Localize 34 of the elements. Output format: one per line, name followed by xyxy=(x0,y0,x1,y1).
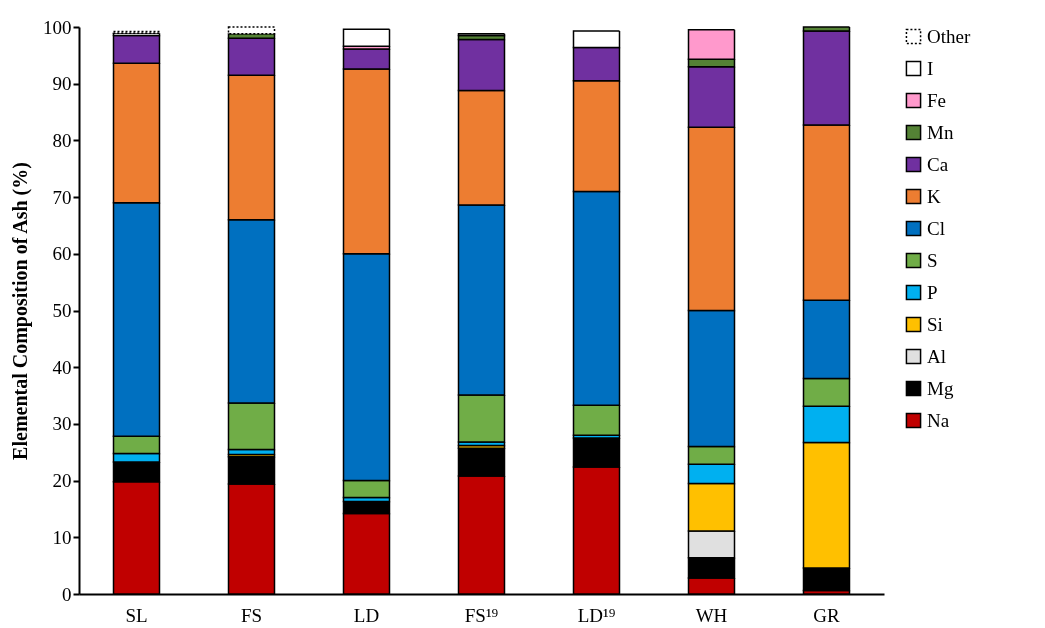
y-tick-label: 60 xyxy=(52,243,72,265)
legend-label: K xyxy=(927,185,941,207)
legend-label: S xyxy=(927,249,938,271)
legend-label: I xyxy=(927,57,934,79)
x-tick-label: SL xyxy=(125,604,148,626)
y-tick-label: 70 xyxy=(52,186,72,208)
x-tick-label: GR xyxy=(813,604,841,626)
legend-label: P xyxy=(927,281,938,303)
legend-label: Na xyxy=(927,409,950,431)
y-tick-label: 20 xyxy=(52,470,72,492)
y-tick-label: 80 xyxy=(52,129,72,151)
x-tick-label: LD¹⁹ xyxy=(577,604,616,626)
y-tick-label: 30 xyxy=(52,413,72,435)
x-tick-label: WH xyxy=(695,604,728,626)
legend-label: Ca xyxy=(927,153,949,175)
legend-label: Al xyxy=(927,345,946,367)
bar xyxy=(342,28,391,48)
y-tick-label: 100 xyxy=(43,16,72,38)
legend-label: Si xyxy=(927,313,943,335)
legend-label: Mg xyxy=(927,377,954,399)
y-tick-label: 0 xyxy=(62,583,72,605)
legend-label: Cl xyxy=(927,217,945,239)
x-tick-label: FS xyxy=(240,604,263,626)
x-tick-label: LD xyxy=(353,604,380,626)
y-tick-label: 40 xyxy=(52,356,72,378)
x-tick-label: FS¹⁹ xyxy=(464,604,499,626)
legend-label: Fe xyxy=(927,89,946,111)
legend-label: Other xyxy=(927,25,971,47)
legend-label: Mn xyxy=(927,121,954,143)
y-tick-label: 10 xyxy=(52,526,72,548)
bar xyxy=(227,26,276,35)
y-axis-title: Elemental Composition of Ash (%) xyxy=(9,162,32,460)
y-tick-label: 90 xyxy=(52,73,72,95)
y-tick-label: 50 xyxy=(52,300,72,321)
